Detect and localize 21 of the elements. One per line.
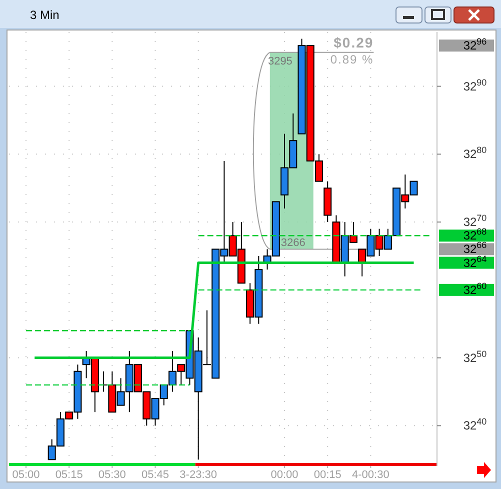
y-tick-label: 32$^{40}$ (463, 416, 487, 433)
x-tick-label: 00:15 (314, 469, 342, 481)
x-tick-label: 05:00 (12, 469, 40, 481)
x-tick-label: 05:45 (141, 469, 170, 481)
y-tick-label: 32$^{70}$ (463, 213, 487, 230)
y2-tick-label: 32$^{96}$ (463, 36, 487, 53)
x-tick-label: 3-23:30 (180, 469, 217, 481)
x-tick-label: 4-00:30 (352, 469, 390, 481)
y2-tick-label: 32$^{60}$ (463, 280, 487, 297)
x-tick-label: 05:30 (98, 469, 126, 481)
annotation: 0.89 % (330, 52, 374, 66)
y2-tick-label: 32$^{66}$ (463, 240, 487, 256)
y2-tick-label: 32$^{68}$ (463, 226, 487, 243)
ref-line-label: 3266 (280, 237, 306, 250)
y-tick-label: 32$^{50}$ (463, 348, 487, 365)
chart-title: 3 Min (30, 8, 60, 22)
y-tick-label: 32$^{80}$ (463, 145, 487, 162)
x-tick-label: 05:15 (55, 469, 83, 481)
y-tick-label: 32$^{90}$ (463, 77, 487, 94)
annotation: $0.29 (334, 34, 374, 50)
x-tick-label: 00:00 (270, 469, 298, 481)
